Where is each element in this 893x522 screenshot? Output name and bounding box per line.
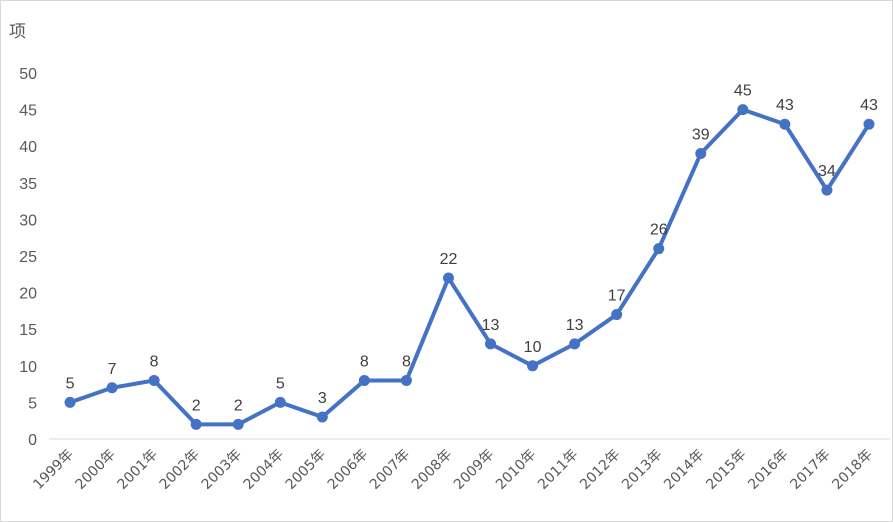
y-tick-label: 25 <box>19 249 37 266</box>
data-label: 13 <box>482 317 500 334</box>
y-tick-label: 50 <box>19 66 37 83</box>
x-tick-label: 2017年 <box>787 447 833 493</box>
y-tick-label: 10 <box>19 359 37 376</box>
data-label: 8 <box>150 353 159 370</box>
x-tick-label: 2018年 <box>829 447 875 493</box>
data-point <box>358 374 370 386</box>
x-tick-label: 2010年 <box>493 447 539 493</box>
x-axis-ticks: 1999年2000年2001年2002年2003年2004年2005年2006年… <box>30 447 875 493</box>
data-label: 17 <box>608 288 626 305</box>
data-label: 34 <box>818 163 836 180</box>
data-label: 22 <box>440 251 458 268</box>
data-label: 13 <box>566 317 584 334</box>
x-tick-label: 2002年 <box>157 447 203 493</box>
data-point <box>64 396 76 408</box>
data-label: 3 <box>318 390 327 407</box>
data-label: 2 <box>234 397 243 414</box>
data-point <box>400 374 412 386</box>
data-label: 26 <box>650 222 668 239</box>
y-tick-label: 15 <box>19 322 37 339</box>
data-label: 10 <box>524 339 542 356</box>
data-label: 39 <box>692 127 710 144</box>
data-point <box>106 382 118 394</box>
x-tick-label: 2009年 <box>451 447 497 493</box>
x-tick-label: 2007年 <box>367 447 413 493</box>
y-tick-label: 40 <box>19 139 37 156</box>
data-point <box>863 118 875 130</box>
x-tick-label: 2001年 <box>115 447 161 493</box>
y-tick-label: 20 <box>19 286 37 303</box>
series-line <box>68 107 871 427</box>
data-point <box>232 418 244 430</box>
data-point <box>274 396 286 408</box>
series-points <box>64 104 875 430</box>
data-point <box>653 243 665 255</box>
x-tick-label: 2005年 <box>283 447 329 493</box>
data-label: 8 <box>402 353 411 370</box>
y-axis-ticks: 0 5 10 15 20 25 30 35 40 45 50 <box>19 66 37 449</box>
y-tick-label: 45 <box>19 103 37 120</box>
data-label: 8 <box>360 353 369 370</box>
x-tick-label: 2000年 <box>72 447 118 493</box>
data-label: 7 <box>108 361 117 378</box>
x-tick-label: 2016年 <box>745 447 791 493</box>
data-point <box>779 118 791 130</box>
data-point <box>316 411 328 423</box>
y-tick-label: 30 <box>19 212 37 229</box>
data-label: 2 <box>192 397 201 414</box>
x-tick-label: 2008年 <box>409 447 455 493</box>
data-point <box>190 418 202 430</box>
x-tick-label: 2015年 <box>703 447 749 493</box>
data-label: 43 <box>860 97 878 114</box>
data-label: 5 <box>276 375 285 392</box>
x-tick-label: 2012年 <box>577 447 623 493</box>
data-point <box>569 338 581 350</box>
x-tick-label: 2013年 <box>619 447 665 493</box>
data-label: 43 <box>776 97 794 114</box>
y-tick-label: 5 <box>28 395 37 412</box>
data-point <box>611 309 623 321</box>
x-tick-label: 2011年 <box>535 447 581 493</box>
data-label: 45 <box>734 83 752 100</box>
y-axis-unit-label: 项 <box>9 22 26 42</box>
y-tick-label: 35 <box>19 176 37 193</box>
data-label: 5 <box>66 375 75 392</box>
data-point <box>821 184 833 196</box>
data-point <box>148 374 160 386</box>
data-point <box>527 360 539 372</box>
x-tick-label: 2004年 <box>241 447 287 493</box>
y-tick-label: 0 <box>28 432 37 449</box>
data-point <box>442 272 454 284</box>
data-point <box>737 104 749 116</box>
data-point <box>695 148 707 160</box>
data-point <box>485 338 497 350</box>
x-tick-label: 1999年 <box>30 447 76 493</box>
x-tick-label: 2014年 <box>661 447 707 493</box>
x-tick-label: 2003年 <box>199 447 245 493</box>
x-tick-label: 2006年 <box>325 447 371 493</box>
